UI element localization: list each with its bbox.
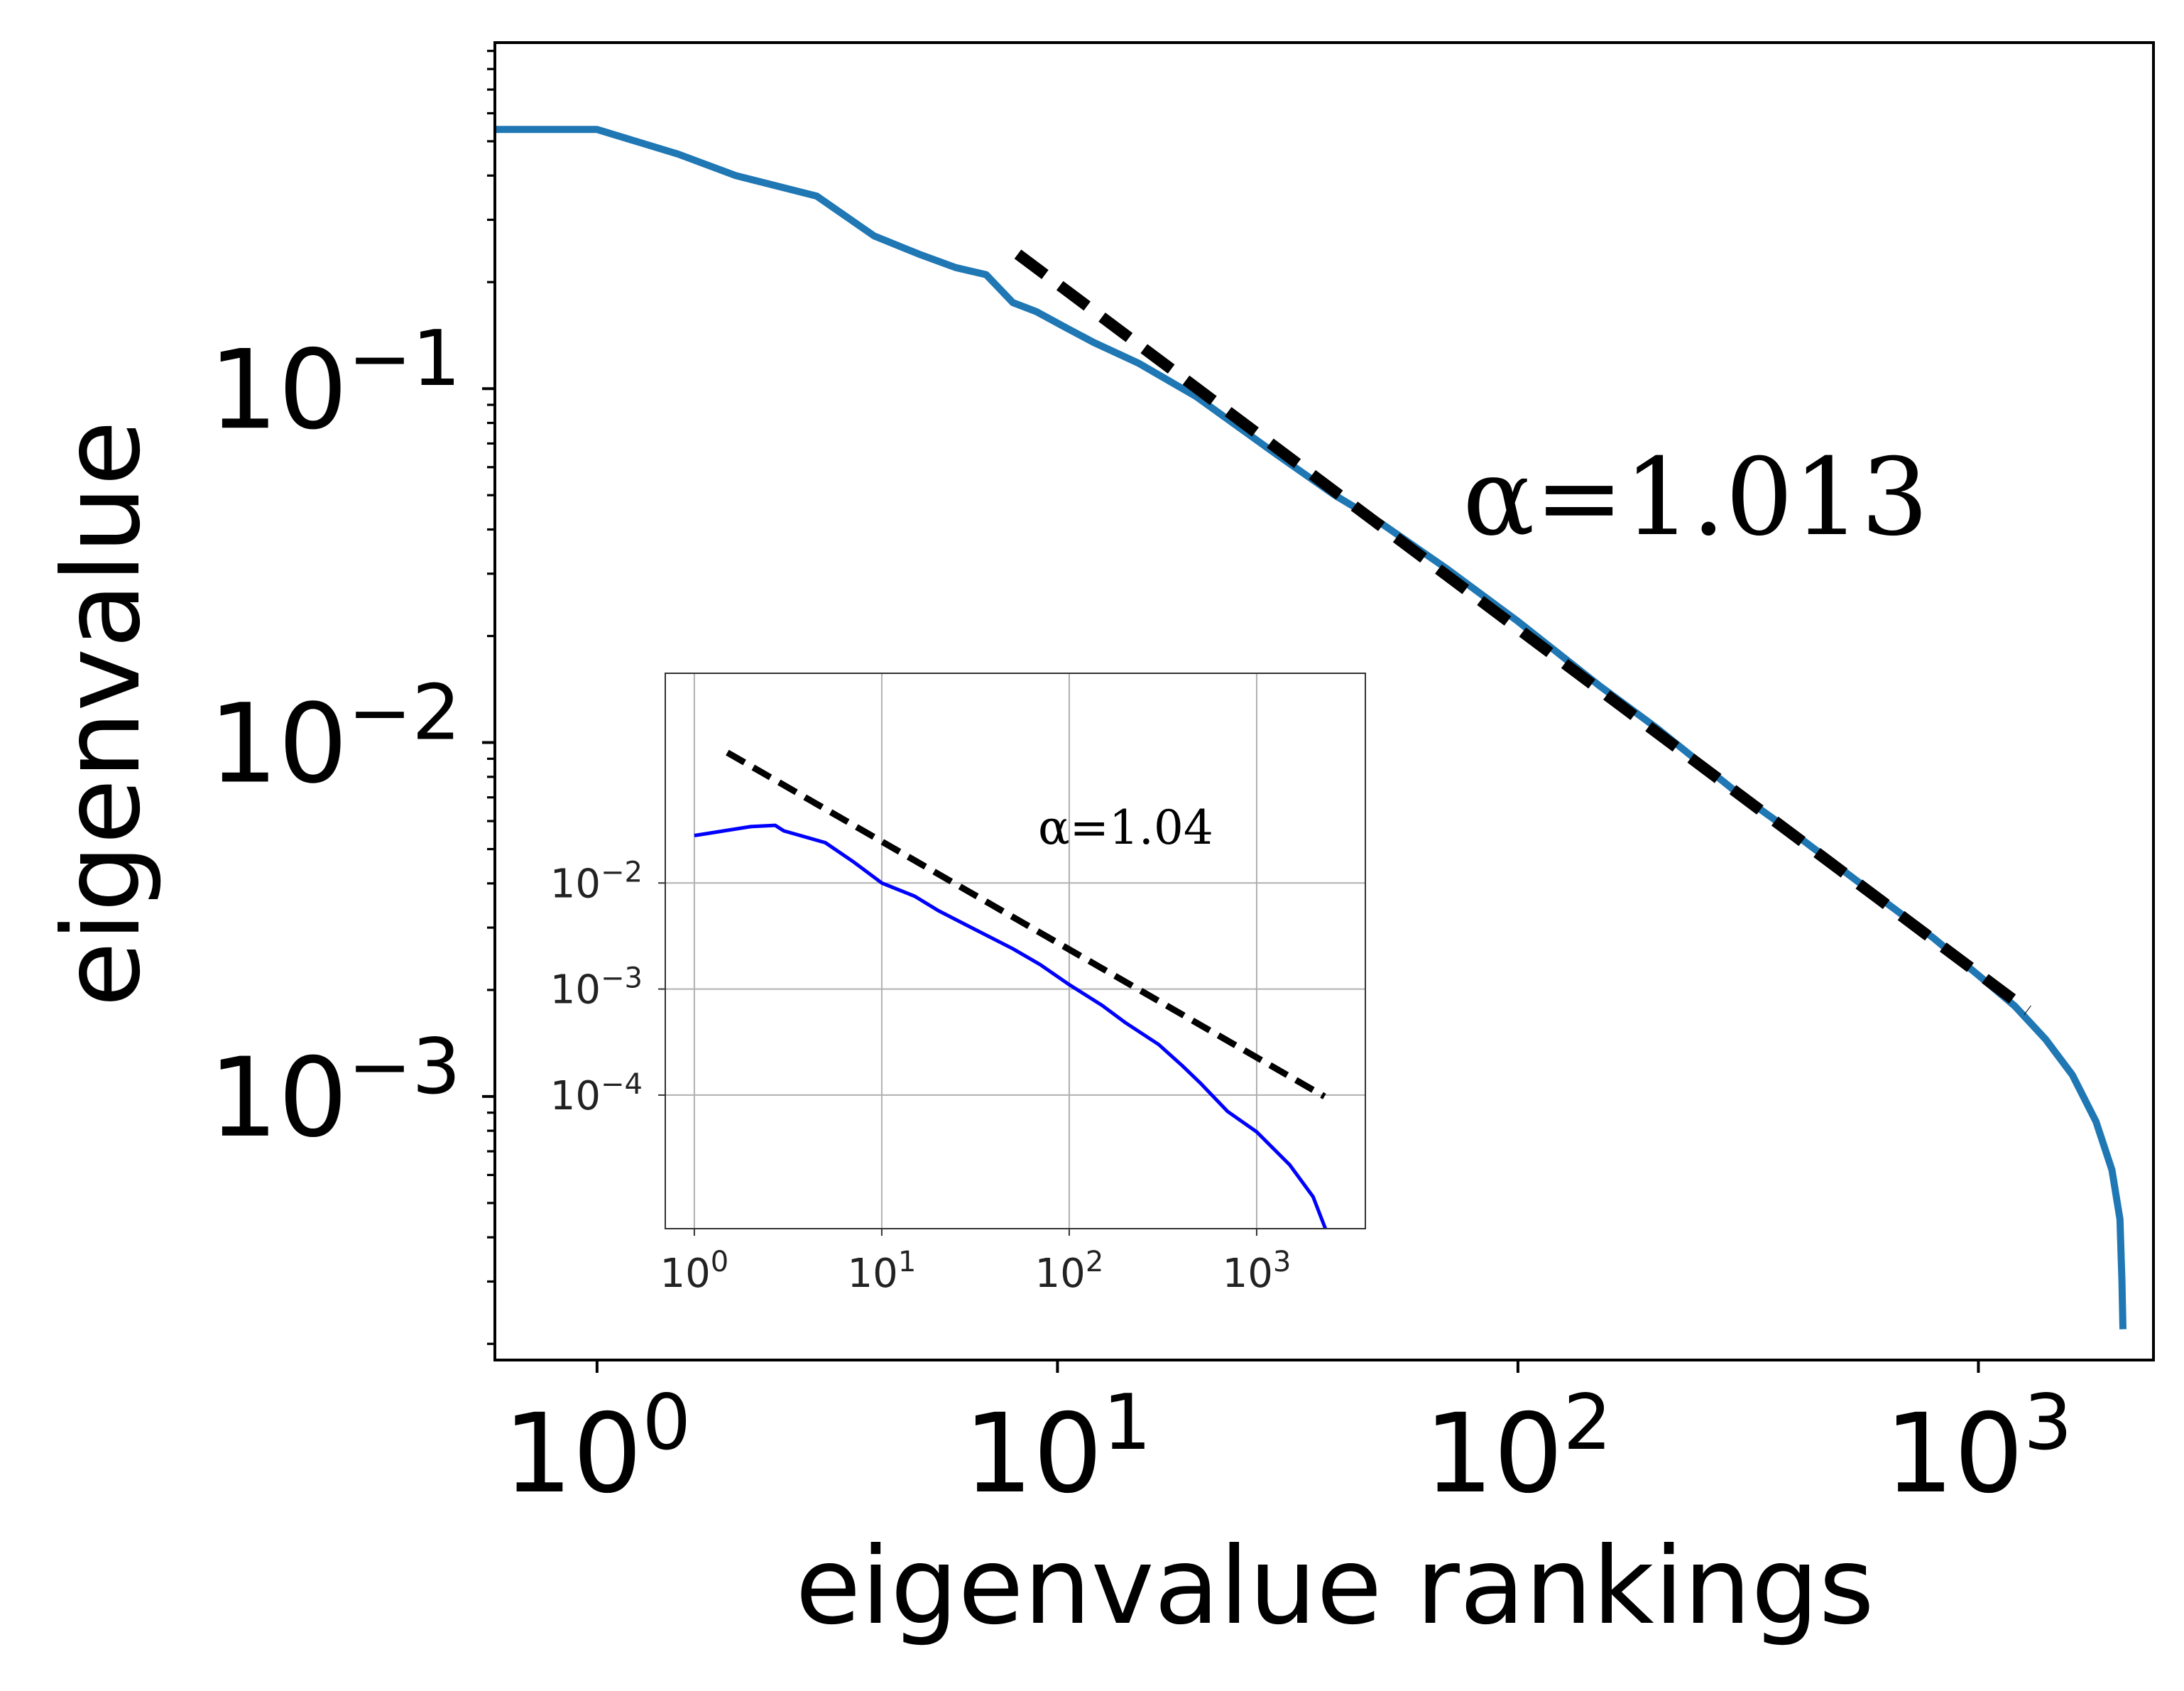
eigenvalue-curve <box>495 126 2126 1330</box>
power-law-fit-line <box>726 749 1326 1099</box>
power-law-fit-line <box>1014 249 2031 1016</box>
plot-frame <box>493 41 2155 1361</box>
x-tick-label: 101 <box>963 1379 1152 1518</box>
inset-alpha-annotation: α=1.04 <box>1038 800 1213 855</box>
y-tick-label: 10−4 <box>550 1068 643 1119</box>
main-plot: 100 101 102 103 10−1 10−2 10−3 <box>209 41 2155 1518</box>
x-tick-label: 103 <box>1223 1246 1292 1297</box>
y-tick-label: 10−1 <box>209 315 461 454</box>
y-axis-label: eigenvalue <box>40 420 164 1007</box>
y-tick-label: 10−3 <box>550 962 643 1013</box>
y-tick-label: 10−2 <box>550 856 643 907</box>
plot-frame <box>665 673 1366 1229</box>
y-tick-label: 10−3 <box>209 1023 461 1162</box>
x-tick-label: 101 <box>848 1246 917 1297</box>
x-axis-label: eigenvalue rankings <box>795 1525 1874 1648</box>
x-tick-label: 103 <box>1884 1379 2073 1518</box>
alpha-annotation: α=1.013 <box>1463 436 1928 560</box>
y-tick-label: 10−2 <box>209 669 461 808</box>
x-tick-label: 102 <box>1424 1379 1612 1518</box>
x-tick-label: 100 <box>660 1246 729 1297</box>
x-tick-label: 100 <box>503 1379 692 1518</box>
eigenvalue-curve <box>694 823 1328 1229</box>
inset-plot: 100 101 102 103 10−2 10−3 10−4 <box>550 673 1366 1297</box>
x-tick-label: 102 <box>1035 1246 1104 1297</box>
